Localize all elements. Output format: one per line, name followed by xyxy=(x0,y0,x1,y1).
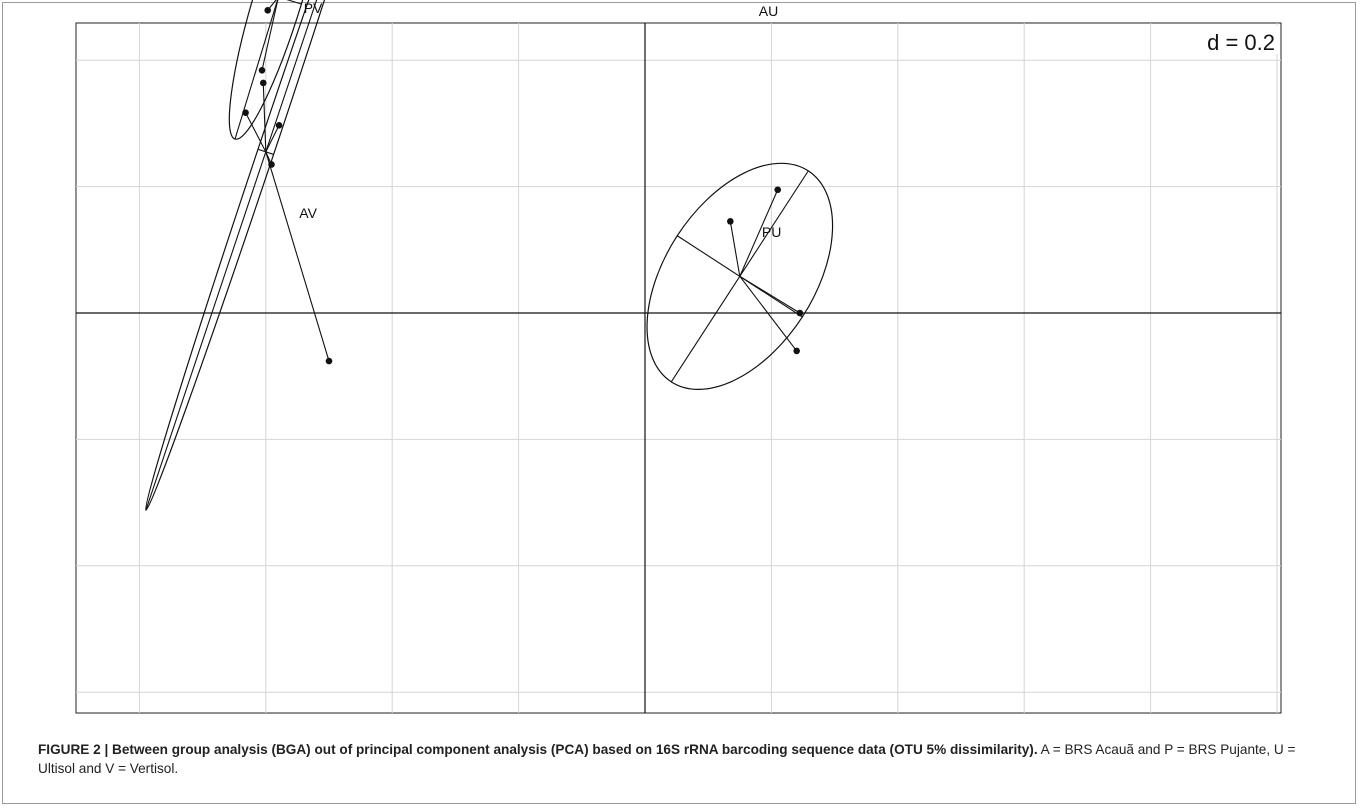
label-au: AU xyxy=(759,3,778,19)
axis-major-pv xyxy=(234,0,279,140)
scale-label: d = 0.2 xyxy=(1207,30,1275,55)
label-pu: PU xyxy=(762,224,781,240)
spoke-pu xyxy=(739,276,798,352)
point-av xyxy=(325,357,333,365)
scale-label-bg xyxy=(1205,26,1279,54)
group-au: AU xyxy=(759,3,778,19)
point-pu xyxy=(796,309,804,317)
label-av: AV xyxy=(299,205,317,221)
caption-text: A = BRS Acauã and P = BRS Pujante, U = U… xyxy=(38,742,1296,776)
spoke-av xyxy=(265,151,330,362)
grid-layer xyxy=(76,23,1281,713)
group-av: AV xyxy=(145,0,387,511)
point-av xyxy=(268,161,275,168)
spoke-av xyxy=(265,125,280,153)
point-pu xyxy=(793,347,800,355)
point-pu xyxy=(774,186,782,194)
spoke-pv xyxy=(261,0,279,71)
caption-title: FIGURE 2 | Between group analysis (BGA) … xyxy=(38,742,1038,757)
plot-area xyxy=(75,22,1282,714)
group-pv: PV xyxy=(228,0,329,140)
point-pv xyxy=(264,6,271,14)
figure-caption: FIGURE 2 | Between group analysis (BGA) … xyxy=(38,740,1328,778)
point-pv xyxy=(258,67,266,74)
group-pu: PU xyxy=(646,162,834,390)
groups-layer: PV AV AU PU xyxy=(145,0,834,511)
spoke-pu xyxy=(739,275,801,314)
bga-plot: PV AV AU PU d = 0.2 xyxy=(75,0,1282,714)
spoke-pu xyxy=(729,221,741,277)
point-av xyxy=(242,109,249,116)
axis-minor-pv xyxy=(286,0,302,5)
point-av xyxy=(275,121,283,129)
spoke-av xyxy=(245,112,267,153)
spoke-av xyxy=(262,82,267,152)
point-av xyxy=(259,79,267,87)
spoke-pu xyxy=(739,189,779,277)
point-pu xyxy=(727,218,734,225)
